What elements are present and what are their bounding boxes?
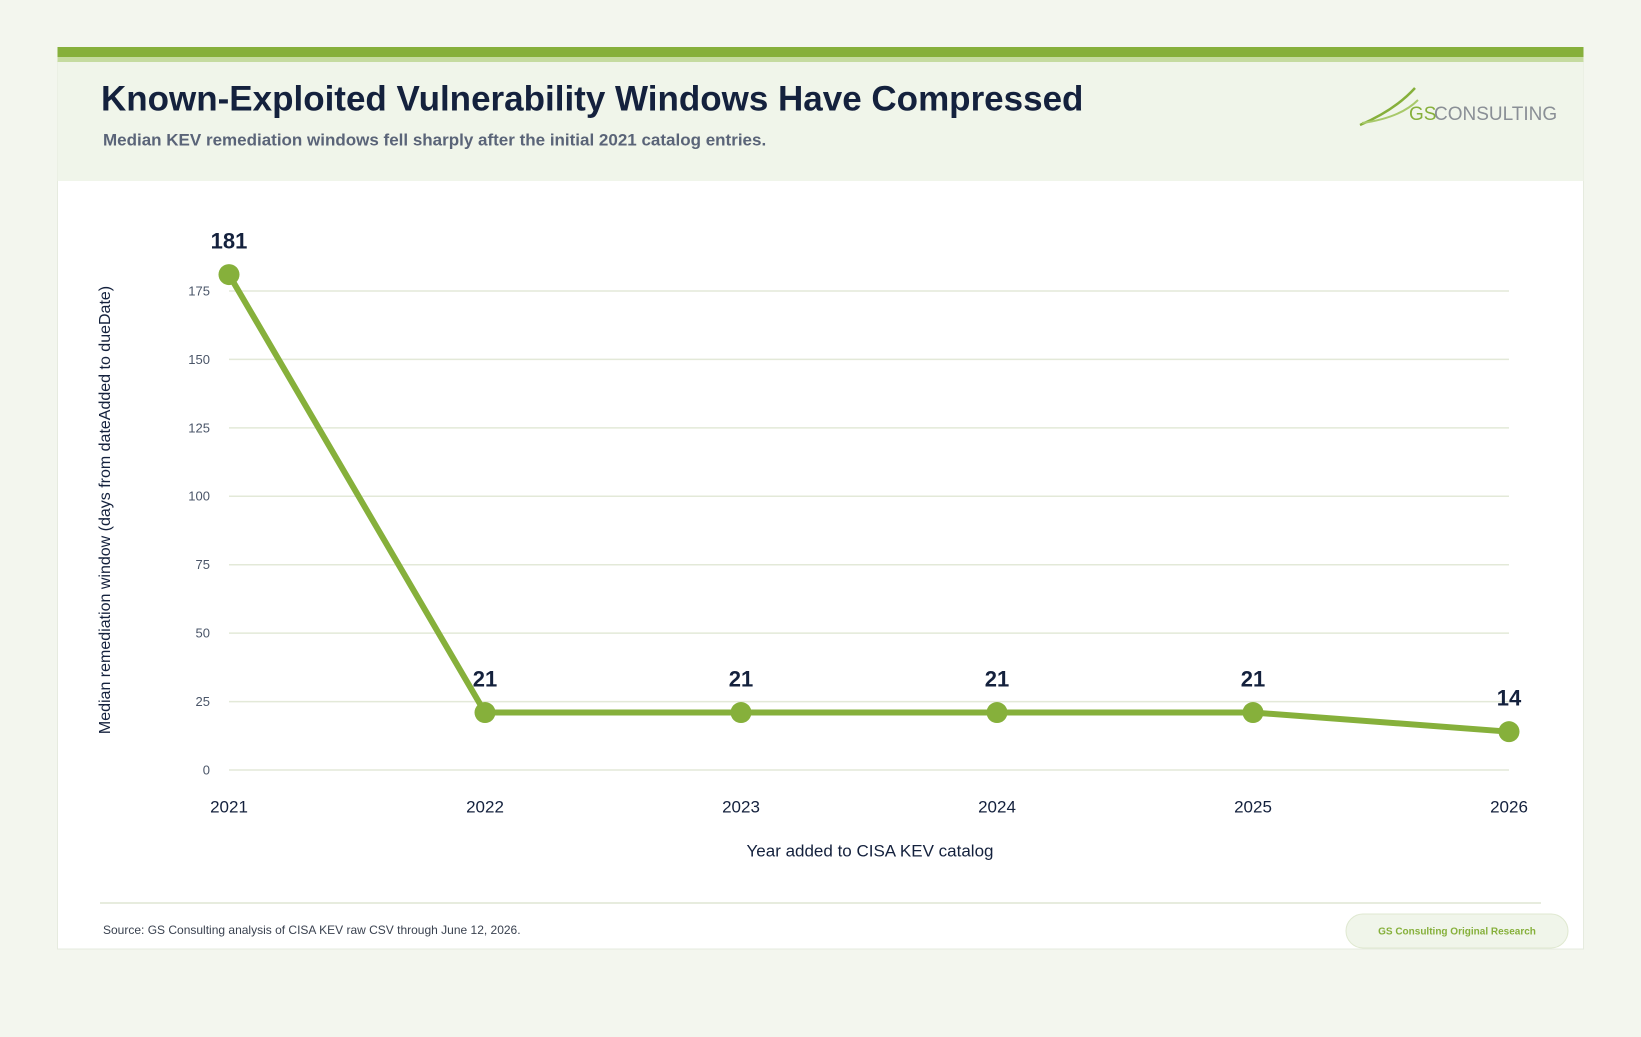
- badge: [1345, 913, 1569, 949]
- data-point: [1498, 721, 1520, 743]
- value-label: 21: [473, 666, 497, 691]
- y-tick-label: 0: [203, 762, 210, 777]
- x-tick-label: 2024: [978, 797, 1016, 816]
- y-tick-label: 25: [196, 694, 210, 709]
- logo-consulting: CONSULTING: [1434, 104, 1557, 125]
- data-point: [730, 702, 752, 724]
- value-label: 21: [729, 666, 753, 691]
- data-point: [986, 702, 1008, 724]
- data-line: [226, 273, 1510, 735]
- x-tick-label: 2023: [722, 797, 760, 816]
- chart-subtitle: Median KEV remediation windows fell shar…: [103, 130, 766, 149]
- data-point: [474, 702, 496, 724]
- x-tick-label: 2022: [466, 797, 504, 816]
- y-tick-label: 150: [188, 352, 210, 367]
- y-tick-label: 75: [196, 557, 210, 572]
- top-bar: [57, 47, 1584, 57]
- y-tick-label: 50: [196, 626, 210, 641]
- value-label: 181: [211, 228, 248, 253]
- data-point: [1242, 702, 1264, 724]
- x-tick-label: 2025: [1234, 797, 1272, 816]
- x-tick-label: 2026: [1490, 797, 1528, 816]
- value-label: 21: [1241, 666, 1265, 691]
- logo: GS CONSULTING: [1359, 87, 1557, 127]
- chart-title: Known-Exploited Vulnerability Windows Ha…: [101, 79, 1083, 118]
- source-note: Source: GS Consulting analysis of CISA K…: [103, 923, 521, 937]
- value-label: 14: [1497, 685, 1522, 710]
- y-axis-title: Median remediation window (days from dat…: [97, 286, 114, 734]
- x-tick-label: 2021: [210, 797, 248, 816]
- value-label: 21: [985, 666, 1009, 691]
- plot: 0 25 50 75 100 125 150 175 2021 2022 2023 2024 2025 2…: [188, 228, 1528, 816]
- badge-text: GS Consulting Original Research: [1378, 927, 1536, 938]
- data-point: [218, 264, 240, 286]
- y-tick-label: 100: [188, 489, 210, 504]
- logo-gs: GS: [1409, 104, 1436, 125]
- x-axis-title: Year added to CISA KEV catalog: [747, 841, 994, 860]
- top-stripe: [57, 57, 1584, 62]
- y-tick-label: 175: [188, 283, 210, 298]
- logo-swoosh: [1361, 99, 1419, 124]
- card: [57, 61, 1584, 950]
- header: [57, 62, 1584, 181]
- y-tick-label: 125: [188, 420, 210, 435]
